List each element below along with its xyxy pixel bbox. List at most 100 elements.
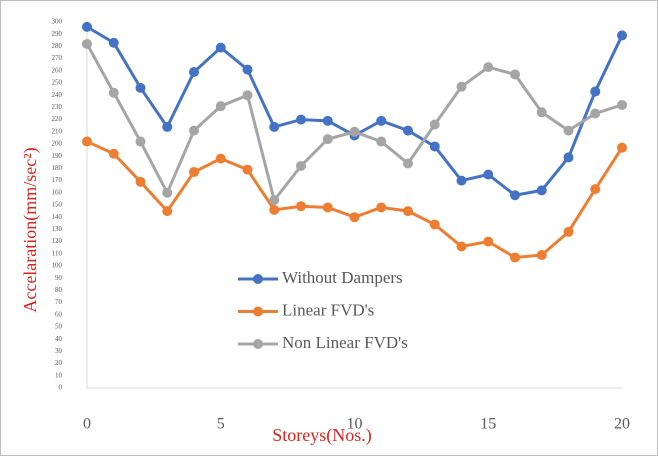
- y-tick-label: 180: [52, 164, 63, 172]
- point: [135, 82, 146, 93]
- legend-marker: [253, 274, 263, 284]
- point: [510, 190, 520, 201]
- point: [322, 134, 333, 145]
- point: [269, 121, 280, 132]
- y-axis-label: Accelaration(mm/sec²): [20, 147, 41, 312]
- y-tick-label: 220: [52, 115, 63, 123]
- legend-marker: [253, 306, 263, 317]
- point: [536, 250, 547, 261]
- point: [82, 21, 92, 32]
- point: [376, 202, 387, 213]
- point: [296, 160, 306, 171]
- legend-label: Without Dampers: [282, 268, 403, 287]
- y-tick-label: 200: [52, 140, 63, 148]
- y-tick-label: 140: [52, 213, 63, 221]
- legend-label: Non Linear FVD's: [282, 333, 408, 352]
- point: [189, 167, 199, 178]
- x-tick-label: 20: [614, 416, 630, 433]
- point: [215, 153, 226, 164]
- point: [590, 86, 601, 97]
- point: [215, 101, 226, 112]
- y-tick-label: 160: [52, 188, 63, 196]
- point: [162, 206, 173, 217]
- y-tick-label: 150: [52, 201, 63, 209]
- point: [242, 64, 253, 75]
- point: [162, 121, 173, 132]
- y-tick-label: 300: [52, 18, 63, 26]
- y-tick-label: 210: [52, 127, 63, 135]
- point: [189, 125, 199, 136]
- point: [429, 219, 440, 230]
- x-tick-label: 5: [217, 416, 225, 433]
- y-tick-label: 20: [55, 359, 63, 367]
- point: [269, 204, 280, 215]
- point: [617, 99, 627, 110]
- y-tick-label: 190: [52, 152, 63, 160]
- point: [242, 164, 253, 175]
- point: [135, 176, 146, 187]
- y-tick-label: 80: [55, 286, 63, 294]
- y-tick-label: 110: [52, 249, 63, 257]
- point: [456, 241, 467, 252]
- x-tick-label: 10: [347, 416, 363, 433]
- point: [510, 252, 520, 263]
- point: [563, 226, 574, 237]
- point: [349, 212, 360, 223]
- point: [296, 201, 306, 212]
- point: [108, 37, 119, 48]
- point: [215, 42, 226, 53]
- y-tick-label: 260: [52, 66, 63, 74]
- point: [429, 119, 440, 130]
- point: [563, 125, 574, 136]
- y-tick-label: 100: [52, 262, 63, 270]
- point: [189, 67, 199, 78]
- point: [403, 125, 413, 136]
- point: [376, 136, 387, 147]
- point: [483, 169, 494, 180]
- point: [429, 141, 440, 152]
- y-tick-label: 30: [55, 347, 63, 355]
- point: [322, 202, 333, 213]
- point: [376, 115, 387, 126]
- point: [269, 195, 280, 206]
- y-tick-label: 60: [55, 310, 63, 318]
- point: [322, 115, 333, 126]
- y-tick-label: 40: [55, 335, 63, 343]
- x-tick-label: 15: [480, 416, 496, 433]
- point: [242, 90, 253, 101]
- point: [82, 136, 92, 147]
- point: [617, 30, 627, 41]
- y-tick-label: 240: [52, 91, 63, 99]
- y-tick-label: 0: [59, 384, 63, 392]
- y-tick-label: 230: [52, 103, 63, 111]
- point: [590, 184, 601, 195]
- point: [162, 187, 173, 198]
- point: [135, 136, 146, 147]
- y-tick-label: 10: [55, 371, 63, 379]
- y-tick-label: 90: [55, 274, 63, 282]
- point: [403, 206, 413, 217]
- y-tick-label: 120: [52, 237, 63, 245]
- y-tick-label: 170: [52, 176, 63, 184]
- point: [403, 158, 413, 169]
- point: [296, 114, 306, 125]
- point: [510, 69, 520, 80]
- point: [483, 62, 494, 73]
- point: [82, 38, 92, 49]
- legend-label: Linear FVD's: [282, 300, 374, 319]
- point: [456, 81, 467, 92]
- point: [108, 87, 119, 98]
- y-tick-label: 290: [52, 30, 63, 38]
- point: [563, 152, 574, 163]
- x-tick-label: 0: [83, 416, 91, 433]
- point: [536, 107, 547, 118]
- legend-marker: [253, 339, 263, 349]
- y-tick-label: 280: [52, 42, 63, 50]
- y-tick-label: 250: [52, 79, 63, 87]
- y-tick-label: 130: [52, 225, 63, 233]
- y-tick-label: 50: [55, 323, 63, 331]
- point: [483, 236, 494, 247]
- y-tick-label: 70: [55, 298, 63, 306]
